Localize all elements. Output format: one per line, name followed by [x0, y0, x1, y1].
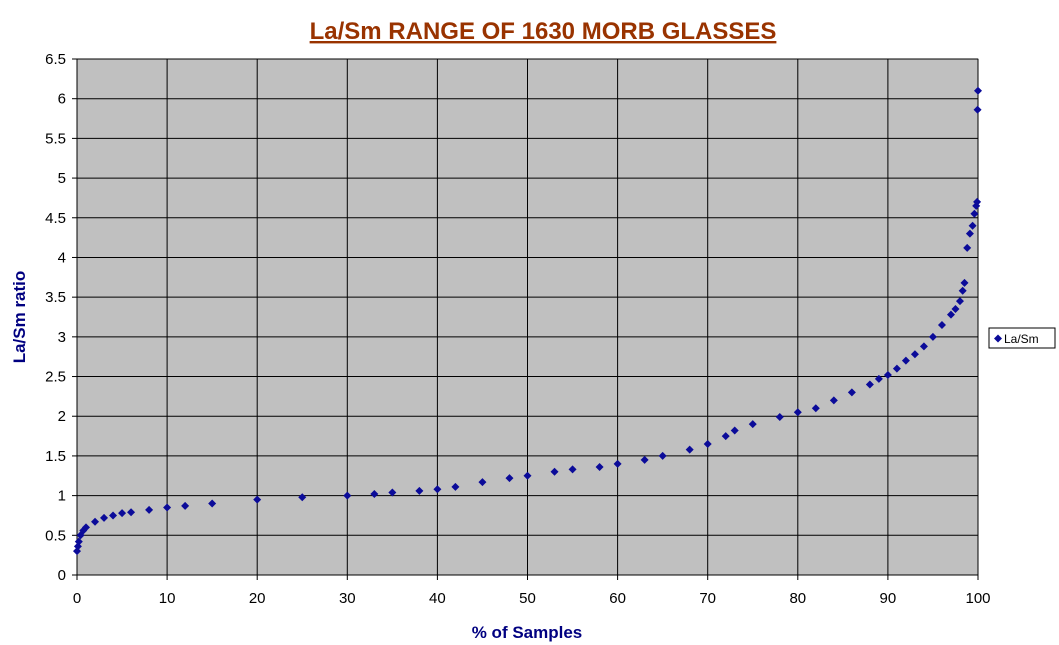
x-tick-label: 90 — [880, 590, 897, 607]
data-point — [145, 505, 154, 514]
y-tick-label: 3.5 — [45, 289, 66, 306]
data-point — [910, 350, 919, 359]
data-point — [91, 517, 100, 526]
data-point — [973, 105, 982, 114]
x-axis-title: % of Samples — [472, 623, 583, 642]
data-point — [415, 486, 424, 495]
data-point — [568, 465, 577, 474]
data-point — [388, 488, 397, 497]
y-tick-label: 6 — [58, 91, 66, 108]
data-point — [163, 503, 172, 512]
data-point — [730, 426, 739, 435]
data-point — [963, 243, 972, 252]
data-point — [919, 342, 928, 351]
data-point — [811, 404, 820, 413]
data-point — [901, 356, 910, 365]
legend-box — [988, 327, 1056, 349]
data-point — [847, 388, 856, 397]
x-tick-label: 0 — [73, 590, 81, 607]
data-point — [451, 482, 460, 491]
x-tick-label: 40 — [429, 590, 446, 607]
data-point — [505, 474, 514, 483]
x-tick-label: 60 — [609, 590, 626, 607]
y-axis-title: La/Sm ratio — [10, 271, 29, 364]
data-point — [109, 511, 118, 520]
data-point — [433, 485, 442, 494]
data-point — [968, 221, 977, 230]
legend: La/Sm — [988, 327, 1056, 349]
x-tick-label: 70 — [699, 590, 716, 607]
data-point — [82, 523, 91, 532]
axes — [72, 58, 979, 580]
x-tick-label: 50 — [519, 590, 536, 607]
data-point — [865, 380, 874, 389]
data-point — [892, 364, 901, 373]
x-tick-label: 30 — [339, 590, 356, 607]
data-point — [829, 396, 838, 405]
y-tick-label: 5 — [58, 170, 66, 187]
data-point — [370, 490, 379, 499]
data-point — [127, 508, 136, 517]
data-point — [874, 374, 883, 383]
x-tick-label: 80 — [789, 590, 806, 607]
data-point — [703, 440, 712, 449]
y-tick-label: 3 — [58, 329, 66, 346]
gridlines — [77, 58, 979, 575]
data-point — [685, 445, 694, 454]
data-point — [955, 297, 964, 306]
data-point — [958, 286, 967, 295]
data-point — [960, 278, 969, 287]
data-point — [937, 320, 946, 329]
x-tick-labels: 0 10 20 30 40 50 60 70 80 90 100 — [73, 590, 991, 607]
data-point — [298, 493, 307, 502]
data-point — [181, 501, 190, 510]
data-point — [946, 310, 955, 319]
data-point — [965, 229, 974, 238]
y-tick-label: 0 — [58, 567, 66, 584]
data-point — [793, 408, 802, 417]
y-tick-label: 1.5 — [45, 448, 66, 465]
data-point — [883, 370, 892, 379]
data-point — [74, 537, 83, 546]
data-point — [343, 491, 352, 500]
y-tick-label: 4.5 — [45, 210, 66, 227]
data-point — [478, 478, 487, 487]
data-point — [640, 455, 649, 464]
data-point — [118, 509, 127, 518]
data-point — [721, 432, 730, 441]
y-tick-label: 1 — [58, 488, 66, 505]
legend-marker-diamond — [994, 334, 1002, 343]
data-point — [973, 197, 982, 206]
data-point — [974, 86, 982, 95]
data-point — [658, 451, 667, 460]
chart-title: La/Sm RANGE OF 1630 MORB GLASSES — [310, 18, 777, 45]
data-point — [748, 420, 757, 429]
data-point — [613, 459, 622, 468]
y-tick-label: 2 — [58, 408, 66, 425]
y-tick-label: 2.5 — [45, 369, 66, 386]
data-point — [970, 209, 979, 218]
data-point — [523, 471, 532, 480]
data-point — [928, 332, 937, 341]
y-tick-label: 0.5 — [45, 527, 66, 544]
data-point — [253, 495, 262, 504]
data-points — [73, 86, 982, 556]
x-tick-label: 20 — [249, 590, 266, 607]
y-tick-labels: 0 0.5 1 1.5 2 2.5 3 3.5 4 4.5 5 5.5 6 6.5 — [45, 51, 66, 584]
data-point — [951, 305, 960, 314]
data-point — [208, 499, 217, 508]
data-point — [595, 463, 604, 472]
y-tick-label: 5.5 — [45, 130, 66, 147]
data-point — [550, 467, 559, 476]
legend-label: La/Sm — [1004, 332, 1039, 346]
y-tick-label: 4 — [58, 249, 66, 266]
data-point — [100, 513, 109, 522]
y-tick-label: 6.5 — [45, 51, 66, 68]
x-tick-label: 10 — [159, 590, 176, 607]
x-tick-label: 100 — [965, 590, 990, 607]
data-point — [775, 413, 784, 422]
